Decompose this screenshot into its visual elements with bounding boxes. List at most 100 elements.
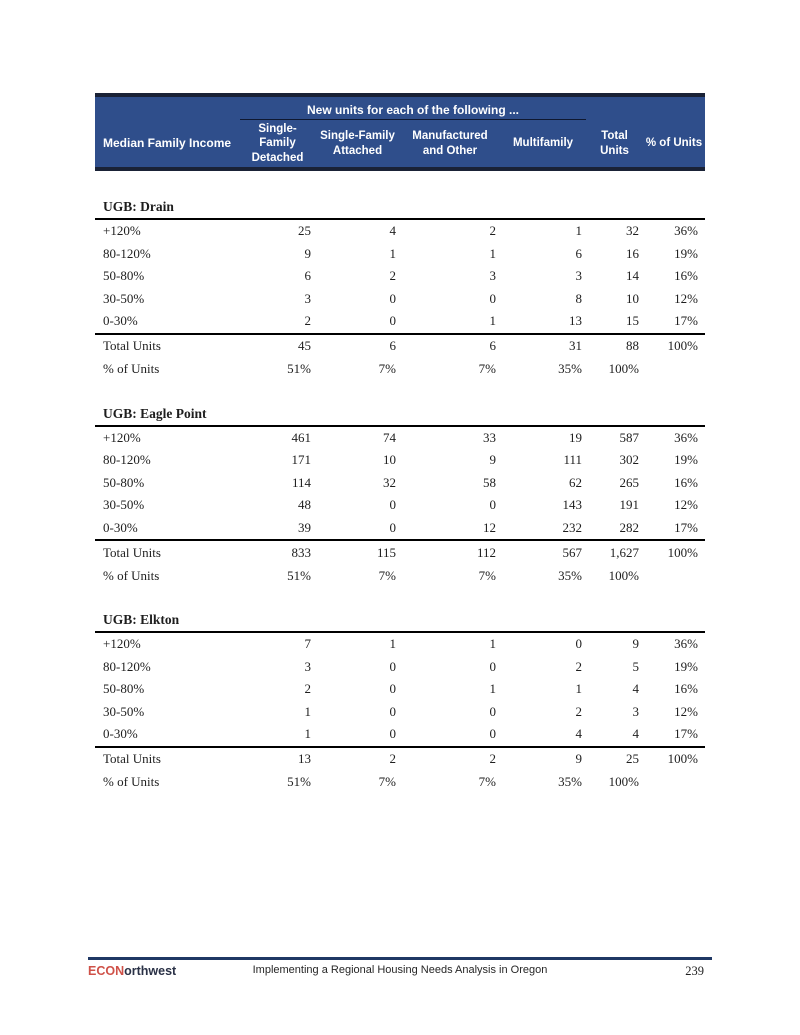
- cell: 0-30%: [103, 519, 138, 535]
- cell: 1: [575, 223, 583, 239]
- cell: 30-50%: [103, 703, 145, 719]
- col-header-median-family-income: Median Family Income: [103, 136, 232, 151]
- cell: 58: [483, 474, 496, 490]
- cell: 3: [304, 658, 312, 674]
- cell: 265: [619, 474, 640, 490]
- cell: +120%: [103, 429, 141, 445]
- cell: 17%: [674, 313, 698, 329]
- pct-of-units-row: % of Units 51% 7% 7% 35% 100%: [95, 771, 705, 794]
- cell: 7%: [378, 567, 396, 583]
- cell: 100%: [608, 774, 639, 789]
- table-row: 50-80% 2 0 1 1 4 16%: [95, 678, 705, 701]
- col-header-pct-of-units: % of Units: [645, 137, 703, 150]
- cell: 100%: [608, 361, 639, 376]
- cell: 0-30%: [103, 726, 138, 742]
- cell: 35%: [558, 361, 582, 376]
- cell: 232: [562, 519, 583, 535]
- table-row: +120% 7 1 1 0 9 36%: [95, 633, 705, 656]
- cell: 12%: [674, 290, 698, 306]
- cell: 9: [304, 245, 312, 261]
- ugb-section: UGB: Elkton +120% 7 1 1 0 9 36% 80-120% 3 0 0 2 5 19%…: [95, 607, 705, 794]
- cell: 0: [489, 658, 497, 674]
- cell: % of Units: [103, 774, 160, 789]
- cell: 6: [575, 245, 583, 261]
- ugb-section: UGB: Eagle Point +120% 461 74 33 19 587 36% 80-…: [95, 401, 705, 588]
- footer-row: ECONorthwest Implementing a Regional Hou…: [88, 960, 712, 979]
- cell: 33: [483, 429, 496, 445]
- cell: 3: [489, 268, 497, 284]
- total-units-row: Total Units 13 2 2 9 25 100%: [95, 748, 705, 771]
- cell: 115: [376, 544, 396, 560]
- cell: 74: [383, 429, 396, 445]
- cell: 1: [489, 636, 497, 652]
- cell: 15: [626, 313, 639, 329]
- cell: 17%: [674, 726, 698, 742]
- cell: 51%: [287, 567, 311, 583]
- cell: 7: [304, 636, 312, 652]
- cell: 0: [389, 290, 397, 306]
- col-header-manufactured-and-other: Manufactured and Other: [412, 130, 488, 157]
- housing-units-table: New units for each of the following ... …: [95, 93, 705, 814]
- cell: 9: [489, 452, 497, 468]
- cell: 0: [489, 290, 497, 306]
- cell: 16%: [674, 681, 698, 697]
- cell: 4: [632, 681, 640, 697]
- cell: 833: [291, 544, 312, 560]
- ugb-section: UGB: Drain +120% 25 4 2 1 32 36% 80-120% 9 1 1 6 16 1…: [95, 194, 705, 381]
- table-row: 50-80% 114 32 58 62 265 16%: [95, 472, 705, 495]
- cell: 50-80%: [103, 474, 145, 490]
- cell: 2: [575, 658, 583, 674]
- cell: 31: [569, 338, 582, 353]
- cell: 282: [619, 519, 640, 535]
- cell: 4: [389, 223, 397, 239]
- page-footer: ECONorthwest Implementing a Regional Hou…: [88, 957, 712, 979]
- cell: 36%: [674, 223, 698, 239]
- cell: 1,627: [609, 544, 639, 560]
- pct-of-units-row: % of Units 51% 7% 7% 35% 100%: [95, 564, 705, 587]
- logo-northwest-text: orthwest: [124, 964, 177, 978]
- footer-rule: [88, 957, 712, 960]
- cell: 19%: [674, 452, 698, 468]
- cell: 100%: [667, 751, 698, 766]
- cell: 100%: [667, 544, 698, 560]
- cell: 567: [562, 544, 583, 560]
- table-header: New units for each of the following ... …: [95, 93, 705, 171]
- section-title: UGB: Elkton: [95, 607, 705, 633]
- cell: 80-120%: [103, 245, 151, 261]
- cell: 19%: [674, 245, 698, 261]
- section-title: UGB: Eagle Point: [95, 401, 705, 427]
- cell: 0: [389, 313, 397, 329]
- table-row: 30-50% 3 0 0 8 10 12%: [95, 288, 705, 311]
- table-row: 80-120% 3 0 0 2 5 19%: [95, 656, 705, 679]
- cell: 1: [389, 636, 397, 652]
- section-rows: +120% 461 74 33 19 587 36% 80-120% 171 10 9 111 302 1…: [95, 427, 705, 541]
- cell: 100%: [667, 338, 698, 353]
- cell: 0: [389, 681, 397, 697]
- cell: 2: [389, 268, 397, 284]
- cell: 1: [489, 313, 497, 329]
- cell: +120%: [103, 223, 141, 239]
- cell: 7%: [478, 774, 496, 789]
- cell: 3: [632, 703, 640, 719]
- cell: 6: [304, 268, 312, 284]
- section-rows: +120% 7 1 1 0 9 36% 80-120% 3 0 0 2 5 19% 50-80% 2 0 1 1 4 1…: [95, 633, 705, 748]
- cell: 19: [569, 429, 582, 445]
- cell: 25: [298, 223, 311, 239]
- cell: % of Units: [103, 567, 160, 583]
- cell: 12%: [674, 497, 698, 513]
- cell: 0: [389, 497, 397, 513]
- cell: 1: [304, 703, 312, 719]
- cell: 30-50%: [103, 290, 145, 306]
- cell: 4: [575, 726, 583, 742]
- cell: 48: [298, 497, 311, 513]
- cell: 50-80%: [103, 268, 145, 284]
- spanner-header: New units for each of the following ...: [240, 103, 586, 120]
- cell: 16%: [674, 474, 698, 490]
- cell: 6: [489, 338, 497, 353]
- cell: 16%: [674, 268, 698, 284]
- cell: 19%: [674, 658, 698, 674]
- cell: 461: [291, 429, 312, 445]
- cell: 5: [632, 658, 640, 674]
- cell: 171: [291, 452, 312, 468]
- cell: 6: [389, 338, 397, 353]
